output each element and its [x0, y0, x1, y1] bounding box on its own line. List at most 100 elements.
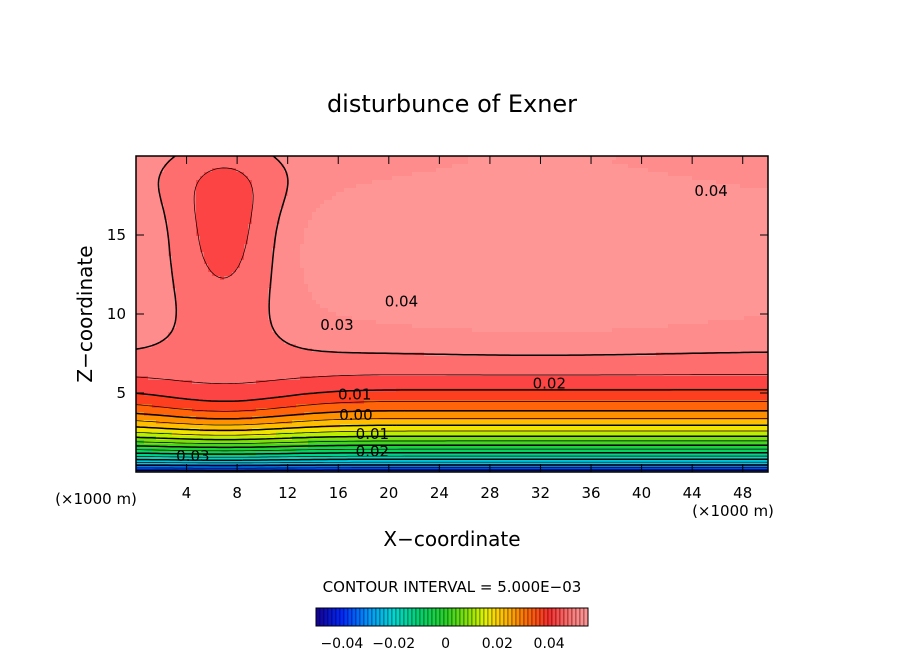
field-cell — [724, 184, 729, 189]
field-cell — [492, 164, 497, 169]
field-cell — [240, 164, 245, 169]
field-cell — [628, 260, 633, 265]
field-cell — [240, 248, 245, 253]
field-cell — [512, 264, 517, 269]
field-cell — [220, 156, 225, 161]
field-cell — [648, 208, 653, 213]
field-cell — [288, 236, 293, 241]
field-cell — [576, 256, 581, 261]
field-cell — [588, 224, 593, 229]
field-cell — [488, 184, 493, 189]
field-cell — [304, 156, 309, 161]
field-cell — [228, 192, 233, 197]
field-cell — [380, 280, 385, 285]
field-cell — [328, 196, 333, 201]
field-cell — [352, 240, 357, 245]
field-cell — [488, 220, 493, 225]
field-cell — [524, 268, 529, 273]
field-cell — [484, 212, 489, 217]
field-cell — [316, 244, 321, 249]
field-cell — [496, 164, 501, 169]
field-cell — [728, 252, 733, 257]
field-cell — [756, 256, 761, 261]
field-cell — [752, 196, 757, 201]
field-cell — [552, 248, 557, 253]
field-cell — [556, 212, 561, 217]
field-cell — [752, 264, 757, 269]
field-cell — [376, 180, 381, 185]
field-cell — [396, 192, 401, 197]
field-cell — [232, 244, 237, 249]
field-cell — [496, 156, 501, 161]
field-cell — [628, 160, 633, 165]
field-cell — [272, 216, 277, 221]
field-cell — [580, 276, 585, 281]
field-cell — [452, 164, 457, 169]
field-cell — [548, 160, 553, 165]
field-cell — [764, 216, 768, 221]
field-cell — [604, 272, 609, 277]
field-cell — [148, 216, 153, 221]
field-cell — [492, 220, 497, 225]
field-cell — [748, 224, 753, 229]
field-cell — [672, 232, 677, 237]
field-cell — [548, 260, 553, 265]
field-cell — [204, 216, 209, 221]
field-cell — [444, 272, 449, 277]
field-cell — [316, 276, 321, 281]
field-cell — [400, 160, 405, 165]
field-cell — [608, 256, 613, 261]
field-cell — [724, 180, 729, 185]
field-cell — [296, 216, 301, 221]
field-cell — [724, 220, 729, 225]
field-cell — [252, 260, 257, 265]
field-cell — [752, 176, 757, 181]
field-cell — [312, 272, 317, 277]
field-cell — [620, 236, 625, 241]
field-cell — [168, 200, 173, 205]
field-cell — [160, 228, 165, 233]
field-cell — [244, 232, 249, 237]
field-cell — [700, 256, 705, 261]
field-cell — [252, 204, 257, 209]
field-cell — [460, 204, 465, 209]
field-cell — [244, 224, 249, 229]
field-cell — [344, 204, 349, 209]
field-cell — [724, 260, 729, 265]
field-cell — [340, 264, 345, 269]
field-cell — [756, 244, 761, 249]
field-cell — [364, 220, 369, 225]
field-cell — [144, 200, 149, 205]
field-cell — [624, 272, 629, 277]
field-cell — [696, 268, 701, 273]
field-cell — [480, 240, 485, 245]
field-cell — [580, 192, 585, 197]
field-cell — [684, 236, 689, 241]
field-cell — [672, 168, 677, 173]
field-cell — [728, 220, 733, 225]
field-cell — [204, 240, 209, 245]
field-cell — [548, 236, 553, 241]
field-cell — [220, 272, 225, 277]
field-cell — [188, 156, 193, 161]
field-cell — [524, 168, 529, 173]
field-cell — [172, 276, 177, 281]
field-cell — [364, 260, 369, 265]
field-cell — [280, 200, 285, 205]
field-cell — [668, 208, 673, 213]
field-cell — [372, 224, 377, 229]
field-cell — [684, 208, 689, 213]
field-cell — [568, 156, 573, 161]
field-cell — [608, 156, 613, 161]
field-cell — [608, 268, 613, 273]
field-cell — [304, 188, 309, 193]
field-cell — [152, 260, 157, 265]
field-cell — [228, 260, 233, 265]
field-cell — [340, 208, 345, 213]
field-cell — [172, 228, 177, 233]
field-cell — [360, 280, 365, 285]
field-cell — [564, 212, 569, 217]
field-cell — [416, 212, 421, 217]
field-cell — [180, 260, 185, 265]
field-cell — [244, 196, 249, 201]
